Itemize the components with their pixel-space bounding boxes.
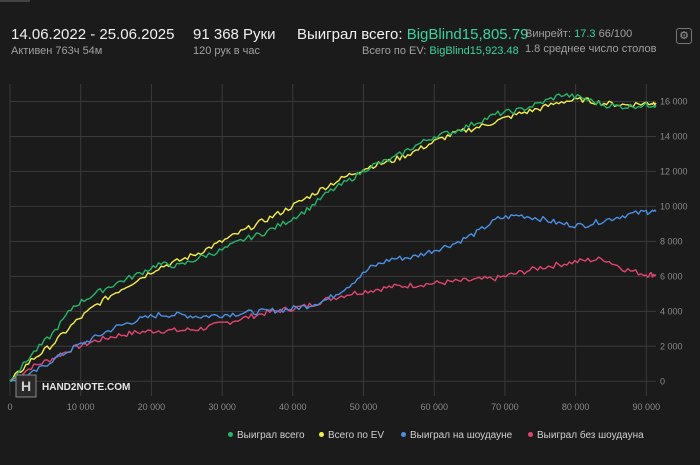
legend-swatch-ev [319, 431, 324, 437]
gear-icon[interactable]: ⚙ [676, 28, 692, 44]
winrate-label: Винрейт: [525, 28, 572, 40]
legend-item-nonshowdown[interactable]: Выиграл без шоудауна [528, 430, 644, 441]
legend-item-ev[interactable]: Всего по EV [319, 430, 384, 441]
y-tick-label: 10 000 [660, 201, 688, 211]
y-tick-label: 4 000 [660, 306, 683, 316]
ev-label: Всего по EV: [362, 45, 427, 57]
chart-legend: Выиграл всего Всего по EV Выиграл на шоу… [0, 430, 700, 446]
profit-chart: 0 2 000 4 000 6 000 8 000 10 000 12 000 14 000 1… [7, 84, 688, 412]
hands-count: 91 368 Руки [193, 26, 276, 43]
ev-value: BigBlind15,923.48 [429, 45, 519, 57]
active-time: Активен 763ч 54м [11, 45, 103, 57]
y-tick-label: 8 000 [660, 236, 683, 246]
won-label: Выиграл всего: [297, 26, 403, 43]
winrate: Винрейт: 17.3 66/100 [525, 28, 632, 40]
tab-indicator [0, 0, 30, 2]
legend-swatch-showdown [401, 431, 406, 437]
series-line-1 [9, 96, 657, 382]
series-line-2 [9, 209, 657, 382]
hand2note-logo: H HAND2NOTE.COM [15, 374, 130, 398]
winrate-suffix: 66/100 [598, 28, 633, 40]
y-tick-label: 0 [660, 376, 665, 386]
series-line-0 [9, 93, 657, 382]
y-tick-label: 16 000 [660, 96, 688, 106]
y-tick-label: 14 000 [660, 131, 688, 141]
won-value: BigBlind15,805.79 [406, 26, 529, 43]
x-tick-label: 0 [7, 402, 12, 412]
legend-label-ev: Всего по EV [328, 430, 385, 441]
legend-label-showdown: Выиграл на шоудауне [410, 430, 513, 441]
legend-item-showdown[interactable]: Выиграл на шоудауне [401, 430, 512, 441]
legend-item-total[interactable]: Выиграл всего [228, 430, 305, 441]
x-tick-label: 90 000 [633, 402, 661, 412]
x-tick-label: 70 000 [491, 402, 519, 412]
hands-per-hour: 120 рук в час [193, 45, 261, 57]
x-tick-label: 10 000 [67, 402, 95, 412]
logo-mark [15, 374, 37, 398]
y-tick-label: 2 000 [660, 341, 683, 351]
date-range: 14.06.2022 - 25.06.2025 [11, 26, 175, 43]
x-tick-label: 20 000 [138, 402, 166, 412]
won-total: Выиграл всего: BigBlind15,805.79 [297, 26, 528, 43]
logo-text: HAND2NOTE.COM [42, 382, 130, 393]
ev-total: Всего по EV: BigBlind15,923.48 [362, 45, 519, 57]
y-tick-label: 12 000 [660, 166, 688, 176]
x-tick-label: 30 000 [208, 402, 236, 412]
series-line-3 [9, 256, 657, 382]
x-tick-label: 50 000 [350, 402, 378, 412]
x-tick-label: 80 000 [562, 402, 590, 412]
logo-letter: H [21, 378, 31, 394]
legend-label-nonshowdown: Выиграл без шоудауна [537, 430, 644, 441]
legend-swatch-nonshowdown [528, 431, 533, 437]
legend-swatch-total [228, 431, 233, 437]
avg-tables: 1.8 среднее число столов [525, 43, 657, 55]
x-tick-label: 40 000 [279, 402, 307, 412]
y-tick-label: 6 000 [660, 271, 683, 281]
legend-label-total: Выиграл всего [237, 430, 305, 441]
winrate-value: 17.3 [574, 28, 596, 40]
x-tick-label: 60 000 [420, 402, 448, 412]
summary-header: 14.06.2022 - 25.06.2025 Активен 763ч 54м… [0, 0, 700, 70]
